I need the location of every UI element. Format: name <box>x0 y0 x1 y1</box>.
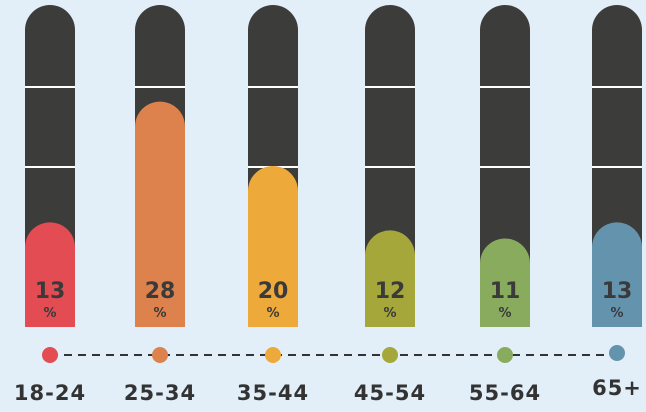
timeline-dot <box>382 347 398 363</box>
category-label: 45-54 <box>354 381 426 405</box>
bar-18-24 <box>25 222 75 327</box>
percent-label: % <box>153 306 166 321</box>
category-label: 55-64 <box>469 381 541 405</box>
value-label: 28 <box>145 279 176 304</box>
bar-35-44 <box>248 166 298 327</box>
category-label: 25-34 <box>124 381 196 405</box>
timeline-dot <box>265 347 281 363</box>
value-label: 13 <box>602 279 633 304</box>
timeline-dot <box>497 347 513 363</box>
percent-label: % <box>498 306 511 321</box>
value-label: 12 <box>375 279 406 304</box>
value-label: 11 <box>490 279 521 304</box>
category-label: 35-44 <box>237 381 309 405</box>
bar-25-34 <box>135 101 185 328</box>
value-label: 13 <box>35 279 66 304</box>
percent-label: % <box>266 306 279 321</box>
percent-label: % <box>43 306 56 321</box>
percent-label: % <box>383 306 396 321</box>
timeline-dot <box>42 347 58 363</box>
category-label: 65+ <box>592 376 642 400</box>
bar-65+ <box>592 222 642 327</box>
percent-label: % <box>610 306 623 321</box>
timeline-dot <box>609 345 625 361</box>
bar-45-54 <box>365 230 415 327</box>
timeline-dot <box>152 347 168 363</box>
value-label: 20 <box>258 279 289 304</box>
category-label: 18-24 <box>14 381 86 405</box>
bar-55-64 <box>479 238 530 327</box>
